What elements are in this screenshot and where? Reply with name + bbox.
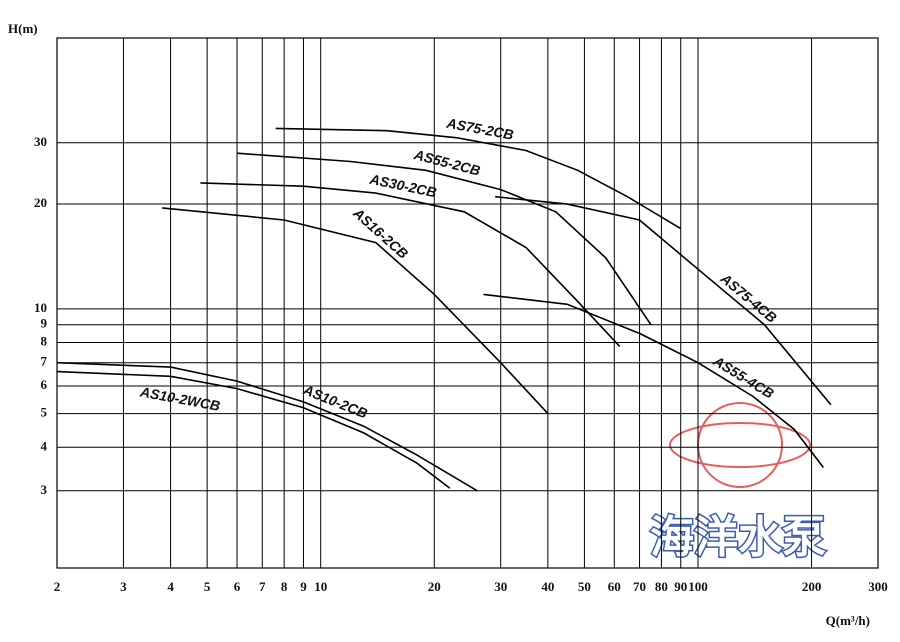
curve — [200, 182, 621, 347]
curve-label: AS10-2WCB — [138, 383, 221, 414]
x-tick-label: 4 — [167, 579, 174, 594]
curve — [483, 293, 825, 468]
x-tick-label: 40 — [541, 579, 554, 594]
x-tick-label: 70 — [633, 579, 646, 594]
x-tick-label: 200 — [802, 579, 822, 594]
x-tick-label: 5 — [204, 579, 211, 594]
x-tick-label: 60 — [608, 579, 621, 594]
x-tick-label: 9 — [300, 579, 307, 594]
x-tick-label: 3 — [120, 579, 127, 594]
y-tick-label: 20 — [34, 195, 47, 210]
y-tick-label: 30 — [34, 134, 47, 149]
curve — [275, 127, 682, 230]
curve — [56, 370, 451, 489]
curve-label: AS75-2CB — [445, 115, 515, 143]
logo-ring — [669, 422, 811, 468]
x-tick-label: 300 — [868, 579, 888, 594]
curve — [162, 207, 549, 415]
y-tick-label: 4 — [41, 438, 48, 453]
x-tick-label: 8 — [281, 579, 288, 594]
x-tick-label: 6 — [234, 579, 241, 594]
logo-circle — [697, 402, 783, 488]
x-tick-label: 2 — [54, 579, 61, 594]
logo: 海洋水泵 — [649, 402, 828, 565]
y-tick-label: 5 — [41, 405, 48, 420]
x-tick-label: 80 — [655, 579, 668, 594]
curve — [236, 152, 652, 326]
x-tick-label: 50 — [578, 579, 591, 594]
x-tick-label: 90 — [674, 579, 687, 594]
x-tick-label: 10 — [314, 579, 327, 594]
y-tick-label: 9 — [41, 316, 48, 331]
y-tick-label: 6 — [41, 377, 48, 392]
y-tick-label: 8 — [41, 334, 48, 349]
curve-label: AS16-2CB — [350, 204, 412, 262]
y-axis-label: H(m) — [8, 21, 38, 36]
curve-label: AS55-2CB — [412, 146, 483, 179]
curve-label: AS30-2CB — [368, 171, 439, 201]
x-tick-label: 7 — [259, 579, 266, 594]
y-tick-label: 3 — [41, 482, 48, 497]
logo-text: 海洋水泵 — [650, 512, 826, 563]
x-tick-label: 20 — [428, 579, 441, 594]
y-tick-label: 7 — [41, 354, 48, 369]
curve-label: AS75-4CB — [717, 270, 780, 326]
x-tick-label: 30 — [494, 579, 507, 594]
x-tick-label: 100 — [688, 579, 708, 594]
curve — [56, 361, 478, 492]
y-tick-label: 10 — [34, 300, 47, 315]
curve — [495, 195, 832, 406]
x-axis-label: Q(m³/h) — [826, 613, 870, 628]
